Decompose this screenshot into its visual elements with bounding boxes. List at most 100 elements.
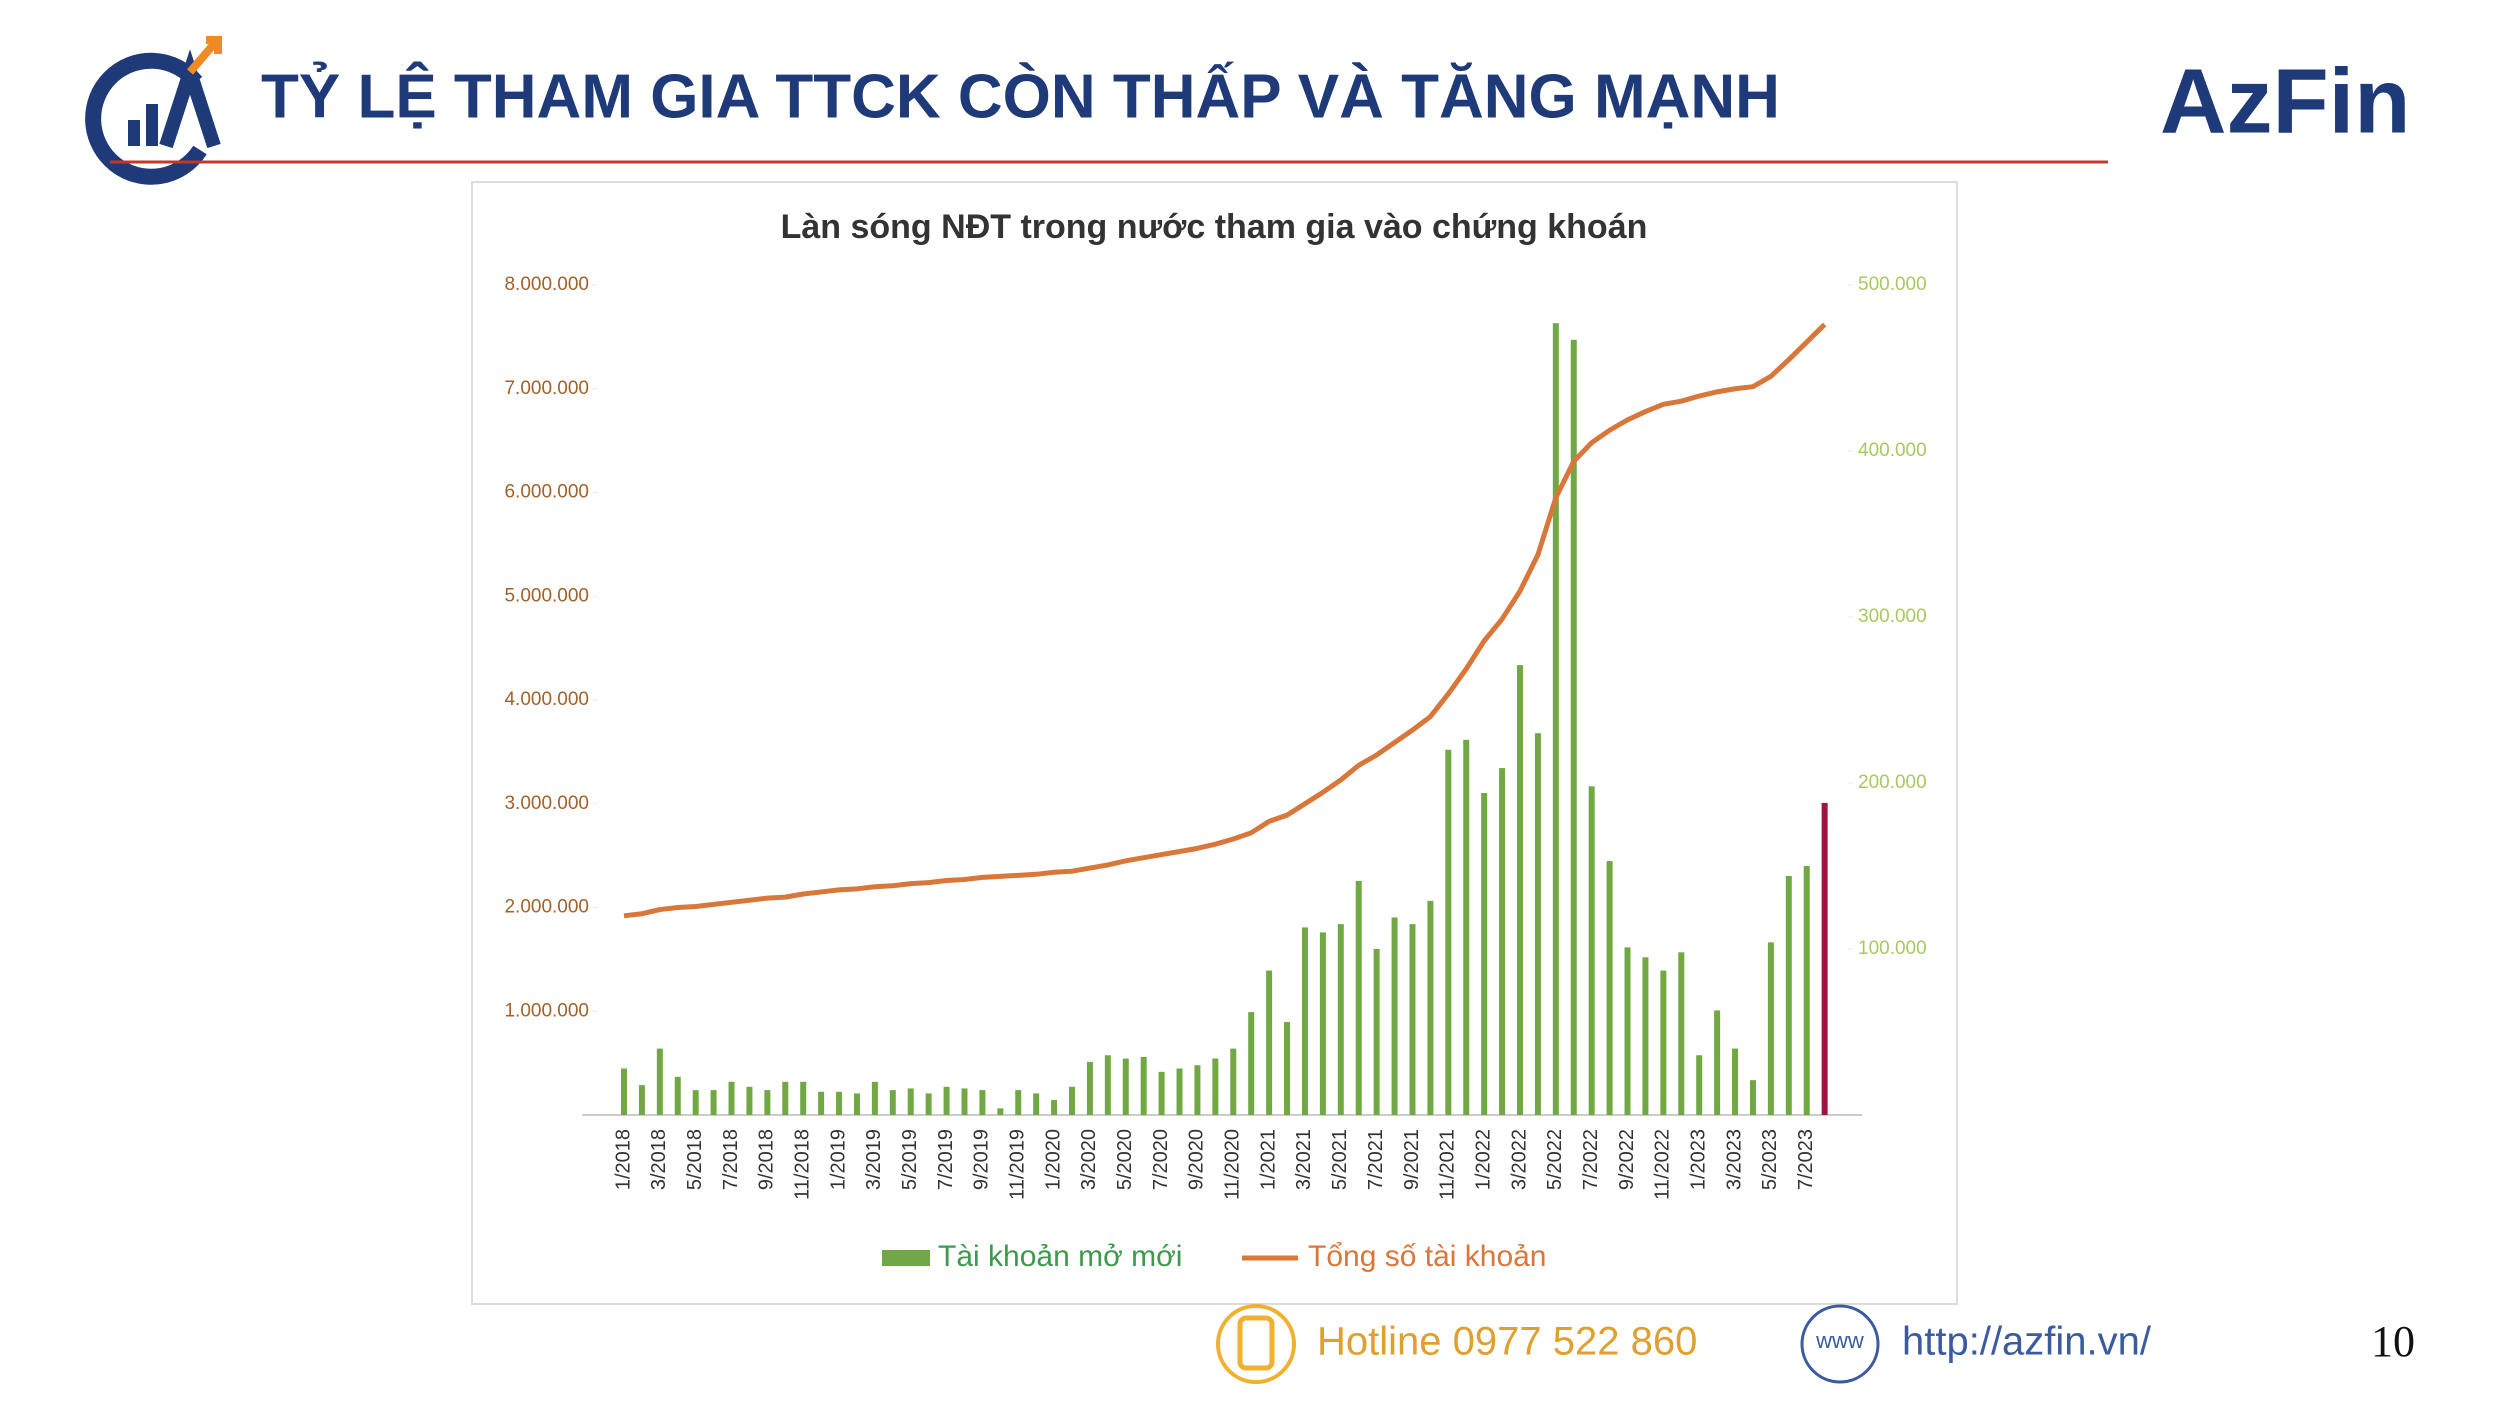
bar — [1230, 1048, 1237, 1115]
bar — [1194, 1065, 1201, 1115]
y-tick-label: 6.000.000 — [504, 482, 589, 503]
x-tick-label: 3/2020 — [1078, 1129, 1100, 1190]
x-tick-label: 9/2020 — [1186, 1129, 1208, 1190]
bar — [1624, 947, 1631, 1115]
bar — [1642, 957, 1649, 1115]
bar — [1015, 1090, 1022, 1115]
legend-swatch — [882, 1250, 930, 1266]
bar — [621, 1068, 627, 1115]
x-tick-label: 1/2018 — [612, 1129, 634, 1190]
y-tick-label: 2.000.000 — [504, 897, 589, 918]
bar — [1122, 1058, 1129, 1115]
bar — [1176, 1068, 1183, 1115]
x-tick-label: 7/2018 — [720, 1129, 742, 1190]
bar — [1517, 665, 1523, 1115]
bar — [853, 1093, 860, 1115]
bar — [979, 1090, 986, 1115]
phone-icon — [1216, 1304, 1296, 1384]
x-tick-label: 7/2019 — [935, 1129, 957, 1190]
bar — [1248, 1012, 1255, 1115]
bar — [1749, 1080, 1756, 1115]
x-tick-label: 7/2023 — [1795, 1129, 1817, 1190]
website[interactable]: http://azfin.vn/ — [1902, 1320, 2152, 1364]
bar — [1463, 739, 1470, 1115]
bar — [782, 1081, 789, 1115]
y2-tick-label: 200.000 — [1858, 772, 1927, 793]
bar — [1033, 1093, 1040, 1115]
bar — [1158, 1071, 1165, 1115]
bar — [925, 1093, 932, 1115]
bar — [997, 1108, 1004, 1115]
x-tick-label: 11/2019 — [1007, 1129, 1029, 1200]
bar — [1785, 875, 1792, 1115]
bar — [836, 1091, 843, 1115]
bar — [1552, 323, 1559, 1115]
bar — [710, 1090, 717, 1115]
x-tick-label: 11/2018 — [791, 1129, 813, 1200]
bar — [889, 1090, 896, 1115]
x-tick-label: 3/2023 — [1723, 1129, 1745, 1190]
bar — [1732, 1048, 1739, 1115]
x-tick-label: 3/2018 — [648, 1129, 670, 1190]
x-tick-label: 1/2019 — [827, 1129, 849, 1190]
x-tick-label: 11/2021 — [1437, 1129, 1459, 1200]
line — [623, 322, 1827, 919]
header-icon — [85, 36, 222, 185]
y-tick-label: 4.000.000 — [504, 689, 589, 710]
bar — [1445, 749, 1452, 1115]
x-tick-label: 5/2020 — [1114, 1129, 1136, 1190]
bar — [656, 1048, 663, 1115]
bar — [674, 1076, 681, 1115]
x-tick-label: 1/2022 — [1472, 1129, 1494, 1190]
bar — [1481, 792, 1488, 1115]
chart-title: Làn sóng NĐT trong nước tham gia vào chứ… — [781, 208, 1648, 246]
bar — [943, 1086, 950, 1115]
web-icon-circle — [1800, 1304, 1880, 1384]
page-number: 10 — [2371, 1317, 2415, 1366]
bar — [1212, 1058, 1219, 1115]
bar — [1069, 1086, 1075, 1115]
x-tick-label: 5/2023 — [1759, 1129, 1781, 1190]
bar — [1051, 1100, 1058, 1115]
bar — [1337, 924, 1344, 1115]
bar — [907, 1088, 914, 1115]
x-tick-label: 9/2019 — [971, 1129, 993, 1190]
bar — [818, 1091, 825, 1115]
x-tick-label: 7/2020 — [1150, 1129, 1172, 1190]
bar — [1570, 339, 1577, 1115]
x-tick-label: 3/2021 — [1293, 1129, 1315, 1190]
bar — [1391, 917, 1398, 1115]
y2-tick-label: 400.000 — [1858, 440, 1927, 461]
bar — [638, 1085, 645, 1115]
bar — [1660, 970, 1667, 1115]
x-tick-label: 3/2022 — [1508, 1129, 1530, 1190]
y2-tick-label: 100.000 — [1858, 938, 1927, 959]
bar — [1266, 970, 1273, 1115]
bar — [1588, 786, 1595, 1115]
bar — [1714, 1010, 1721, 1115]
chart-frame — [471, 181, 1958, 1305]
bar — [1678, 952, 1685, 1115]
x-tick-label: 1/2023 — [1687, 1129, 1709, 1190]
bar — [1803, 866, 1810, 1115]
legend-label: Tài khoản mở mới — [938, 1240, 1182, 1273]
bar — [1373, 949, 1380, 1115]
x-tick-label: 5/2022 — [1544, 1129, 1566, 1190]
bar — [746, 1086, 753, 1115]
y-tick-label: 1.000.000 — [504, 1000, 589, 1021]
bar — [961, 1088, 968, 1115]
logo: AzFin — [2160, 50, 2410, 152]
bar — [1696, 1055, 1703, 1115]
y-tick-label: 5.000.000 — [504, 585, 589, 606]
x-tick-label: 1/2020 — [1042, 1129, 1064, 1190]
x-tick-label: 5/2019 — [899, 1129, 921, 1190]
bar — [1499, 768, 1506, 1115]
bar — [871, 1081, 878, 1115]
x-tick-label: 7/2022 — [1580, 1129, 1602, 1190]
x-tick-label: 7/2021 — [1365, 1129, 1387, 1190]
plot: 1.000.000 2.000.000 3.000.000 4.000.000 5.00… — [504, 274, 1926, 1273]
bar — [1104, 1055, 1111, 1115]
y2-tick-label: 500.000 — [1858, 274, 1927, 295]
y-tick-label: 3.000.000 — [504, 793, 589, 814]
